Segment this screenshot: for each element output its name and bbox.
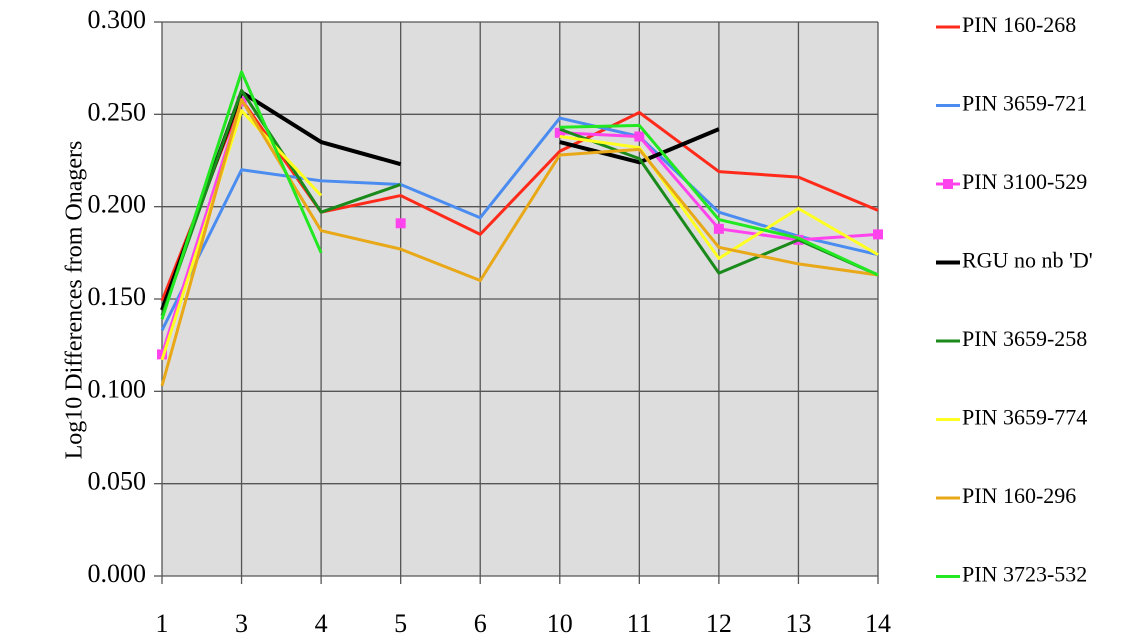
series-line: [160, 70, 879, 320]
x-tick-label: 10: [547, 609, 573, 638]
x-tick-label: 11: [627, 609, 652, 638]
data-point: [634, 131, 645, 142]
x-tick-label: 4: [315, 609, 328, 638]
series-line: [160, 116, 879, 332]
x-tick-label: 13: [785, 609, 811, 638]
y-tick-label: 0.050: [88, 467, 147, 496]
legend-label: PIN 3659-258: [962, 326, 1087, 351]
legend-label: PIN 3100-529: [962, 169, 1087, 194]
y-tick-label: 0.150: [88, 282, 147, 311]
series-line: [160, 109, 879, 361]
x-tick-label: 5: [394, 609, 407, 638]
y-tick-label: 0.300: [88, 5, 147, 34]
data-point: [873, 229, 883, 240]
x-tick-label: 6: [474, 609, 487, 638]
x-tick-label: 1: [156, 609, 169, 638]
series-line: [160, 98, 879, 302]
legend-label: PIN 3723-532: [962, 562, 1087, 587]
x-tick-label: 12: [706, 609, 732, 638]
y-axis-label: Log10 Differences from Onagers: [62, 141, 88, 460]
data-point: [395, 218, 406, 229]
legend-label: PIN 3659-721: [962, 91, 1087, 116]
data-point: [554, 127, 565, 138]
data-point: [157, 349, 167, 360]
y-tick-label: 0.250: [88, 97, 147, 126]
y-tick-label: 0.000: [88, 559, 147, 588]
legend-label: RGU no nb 'D': [962, 248, 1093, 273]
legend-label: PIN 160-296: [962, 483, 1076, 508]
y-tick-label: 0.100: [88, 374, 147, 403]
data-point: [713, 223, 724, 234]
legend-label: PIN 160-268: [962, 12, 1076, 37]
y-tick-label: 0.200: [88, 190, 147, 219]
x-tick-label: 14: [865, 609, 891, 638]
legend-marker: [943, 179, 953, 189]
x-tick-label: 3: [235, 609, 248, 638]
legend-label: PIN 3659-774: [962, 405, 1087, 430]
